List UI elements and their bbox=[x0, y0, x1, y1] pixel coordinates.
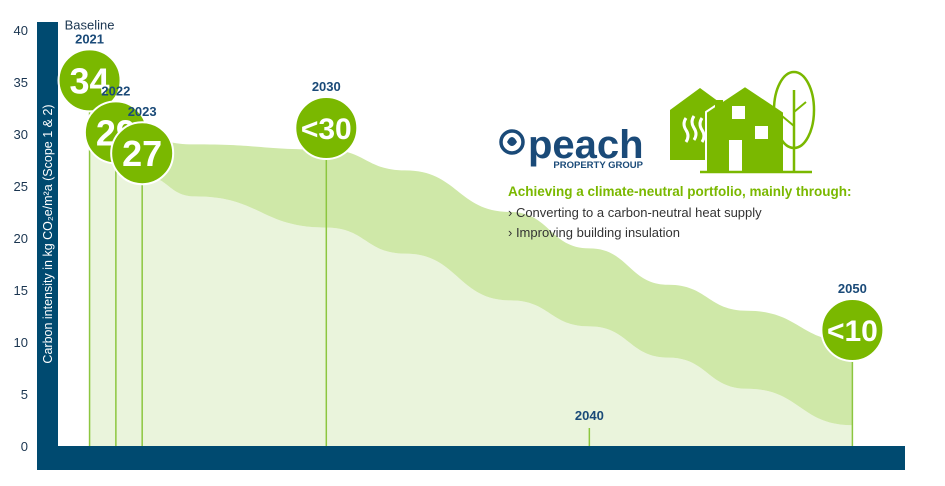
brand-logo: peach PROPERTY GROUP bbox=[499, 123, 644, 171]
milestone-bubble bbox=[57, 48, 122, 113]
y-axis-label: Carbon intensity in kg CO₂e/m²a (Scope 1… bbox=[41, 104, 55, 363]
milestone-year-label: 2050 bbox=[838, 281, 867, 296]
y-tick-label: 35 bbox=[14, 75, 28, 90]
area-below-band bbox=[89, 108, 853, 446]
y-tick-label: 20 bbox=[14, 231, 28, 246]
milestone-note-label: Baseline bbox=[65, 17, 115, 32]
x-axis-bar bbox=[37, 446, 905, 470]
milestone-year-label: 2023 bbox=[128, 104, 157, 119]
y-tick-label: 25 bbox=[14, 179, 28, 194]
peach-logo-icon bbox=[499, 129, 525, 155]
milestone-value-label: <30 bbox=[301, 113, 352, 146]
house-tree-icon bbox=[670, 70, 816, 174]
info-heading: Achieving a climate-neutral portfolio, m… bbox=[508, 184, 852, 199]
y-tick-label: 0 bbox=[21, 439, 28, 454]
marker-2040-label: 2040 bbox=[575, 408, 604, 423]
y-tick-label: 5 bbox=[21, 387, 28, 402]
info-bullet-2: › Improving building insulation bbox=[508, 225, 680, 240]
milestone-value-label: 27 bbox=[122, 133, 162, 174]
info-bullet-1: › Converting to a carbon-neutral heat su… bbox=[508, 205, 762, 220]
y-tick-label: 40 bbox=[14, 23, 28, 38]
milestone-bubble bbox=[110, 121, 175, 186]
milestone-bubble bbox=[820, 298, 885, 362]
y-tick-labels: 0 5 10 15 20 25 30 35 40 bbox=[14, 23, 28, 454]
milestone-bubble bbox=[294, 96, 359, 160]
milestone-year-label: 2030 bbox=[312, 79, 341, 94]
milestone-year-label: 2021 bbox=[75, 31, 104, 46]
brand-name: peach bbox=[528, 123, 644, 167]
milestone-value-label: 34 bbox=[70, 60, 110, 101]
y-tick-label: 15 bbox=[14, 283, 28, 298]
y-axis-bar bbox=[37, 22, 58, 470]
milestone-value-label: <10 bbox=[827, 315, 878, 348]
reduction-corridor-band bbox=[89, 108, 853, 426]
brand-subtitle: PROPERTY GROUP bbox=[553, 160, 643, 171]
milestone-year-label: 2022 bbox=[101, 83, 130, 98]
y-tick-label: 30 bbox=[14, 127, 28, 142]
y-tick-label: 10 bbox=[14, 335, 28, 350]
